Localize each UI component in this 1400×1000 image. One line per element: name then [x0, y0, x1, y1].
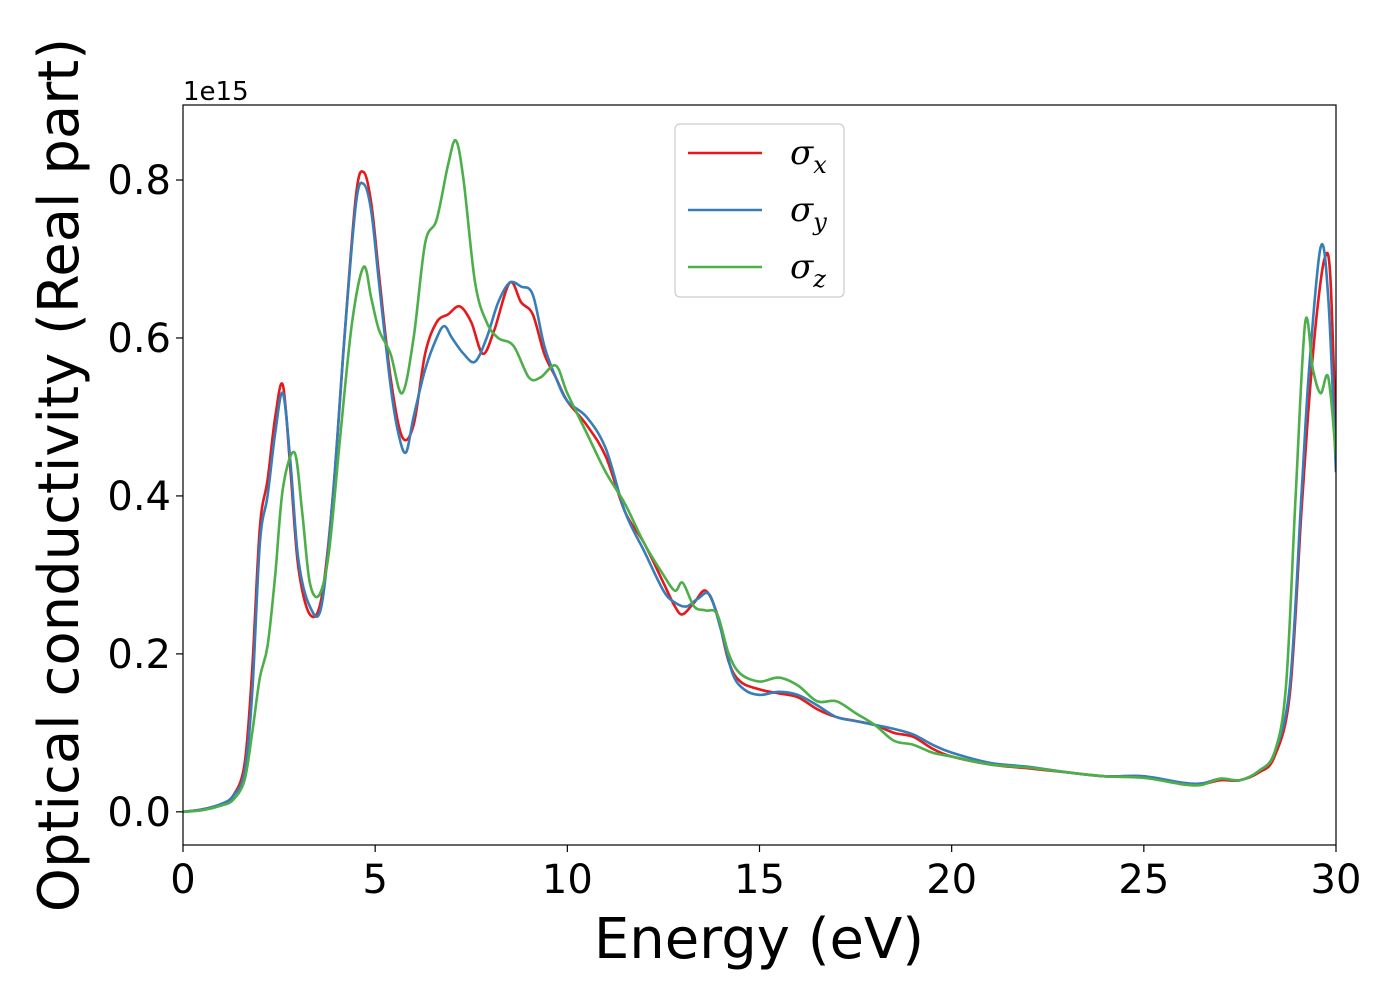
x-tick-label: 20 — [926, 857, 977, 903]
legend-label-sigma-y: σy — [790, 190, 827, 236]
y-tick-label: 0.0 — [107, 790, 171, 836]
x-tick-label: 15 — [734, 857, 785, 903]
y-axis-label: Optical conductivity (Real part) — [27, 38, 92, 912]
x-axis-ticks: 0 5 10 15 20 25 30 — [170, 845, 1361, 903]
x-tick-label: 10 — [542, 857, 593, 903]
y-tick-label: 0.2 — [107, 632, 171, 678]
series-line-sigma-y — [183, 181, 1336, 814]
y-tick-label: 0.6 — [107, 316, 171, 362]
x-tick-label: 5 — [362, 857, 387, 903]
legend: σx σy σz — [674, 123, 845, 298]
y-offset-label: 1e15 — [183, 77, 249, 107]
y-axis-ticks: 0.0 0.2 0.4 0.6 0.8 — [107, 158, 183, 836]
legend-label-sigma-z: σz — [790, 247, 826, 293]
legend-label-sigma-x: σx — [790, 133, 827, 179]
y-tick-label: 0.8 — [107, 158, 171, 204]
y-tick-label: 0.4 — [107, 474, 171, 520]
series-layer — [183, 138, 1336, 814]
x-tick-label: 25 — [1118, 857, 1169, 903]
x-tick-label: 0 — [170, 857, 195, 903]
x-axis-label: Energy (eV) — [594, 907, 924, 972]
series-line-sigma-z — [183, 138, 1336, 814]
x-tick-label: 30 — [1311, 857, 1362, 903]
